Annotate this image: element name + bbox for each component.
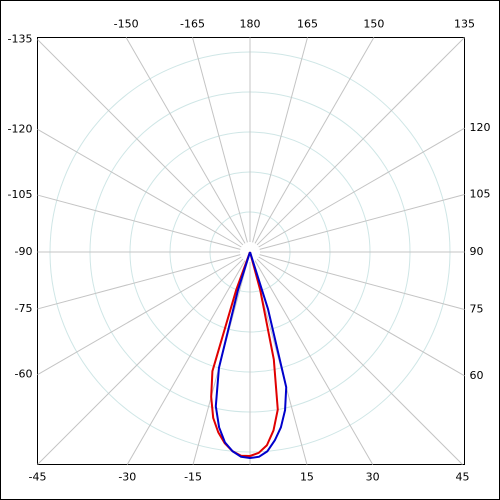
radial-grid-line <box>37 258 244 465</box>
angle-label: 120 <box>470 121 491 134</box>
angle-label: -60 <box>15 368 33 381</box>
radial-grid-line <box>254 260 374 465</box>
angle-label: -90 <box>15 245 33 258</box>
radial-grid-line <box>125 37 246 244</box>
angle-label: 75 <box>470 302 484 315</box>
angle-label: 105 <box>470 188 491 201</box>
angle-label: 165 <box>297 18 318 31</box>
angle-label: -150 <box>114 18 139 31</box>
radial-grid-line <box>37 254 241 310</box>
angle-label: -135 <box>8 33 33 46</box>
angle-label: 45 <box>456 471 470 484</box>
radial-grid-line <box>259 254 465 310</box>
radial-grid-line <box>126 260 246 465</box>
angle-label: -105 <box>8 188 33 201</box>
angle-label: 90 <box>470 245 484 258</box>
grid <box>37 37 465 465</box>
radial-grid-line <box>37 256 242 376</box>
radial-grid-line <box>256 258 463 465</box>
radial-grid-line <box>259 194 465 250</box>
intensity-curve <box>214 251 288 459</box>
radial-grid-line <box>37 194 241 250</box>
angle-label: -165 <box>180 18 205 31</box>
marks <box>210 251 288 459</box>
angle-label: 180 <box>240 18 261 31</box>
angle-label: 135 <box>454 18 475 31</box>
angle-label: 30 <box>366 471 380 484</box>
radial-grid-line <box>256 37 465 246</box>
radial-grid-line <box>252 37 308 243</box>
angle-label: 15 <box>300 471 314 484</box>
radial-grid-line <box>258 127 465 248</box>
radial-grid-line <box>258 256 465 377</box>
radial-grid-line <box>37 128 242 248</box>
radial-grid-line <box>254 37 375 244</box>
angle-label: -15 <box>184 471 202 484</box>
angle-label: -120 <box>8 122 33 135</box>
radial-grid-line <box>192 37 248 243</box>
angle-label: -75 <box>15 302 33 315</box>
radial-grid-line <box>37 39 244 246</box>
angle-label: -30 <box>118 471 136 484</box>
angle-label: 150 <box>363 18 384 31</box>
angle-label: -45 <box>29 471 47 484</box>
angle-label: 60 <box>470 369 484 382</box>
